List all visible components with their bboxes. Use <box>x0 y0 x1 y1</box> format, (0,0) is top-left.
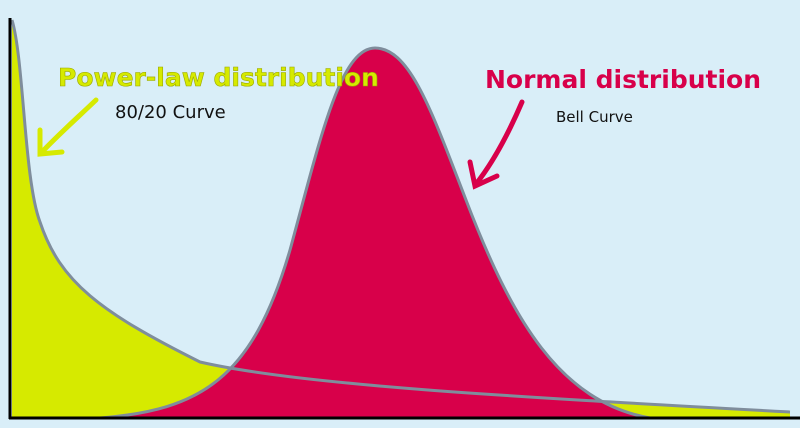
power-law-area <box>12 20 790 418</box>
power-law-title: Power-law distribution <box>58 63 379 92</box>
bell-curve <box>99 46 651 420</box>
normal-subtitle: Bell Curve <box>556 108 633 126</box>
power-law-curve <box>10 19 791 414</box>
power-law-subtitle: 80/20 Curve <box>115 102 226 123</box>
normal-arrow <box>467 99 525 190</box>
power-law-arrow <box>37 97 99 157</box>
normal-title: Normal distribution <box>485 65 761 94</box>
